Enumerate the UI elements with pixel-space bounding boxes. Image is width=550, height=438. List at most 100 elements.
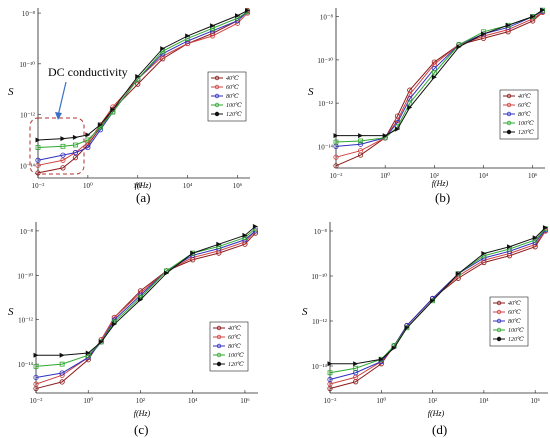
legend-entry: 60℃ xyxy=(518,102,531,109)
legend-entry: 120℃ xyxy=(228,361,244,368)
data-point xyxy=(60,157,66,163)
y-tick-label: 10⁻¹² xyxy=(20,112,35,120)
data-point xyxy=(110,106,116,112)
data-point xyxy=(430,298,436,304)
data-point xyxy=(85,144,91,151)
data-point xyxy=(72,150,79,156)
data-point xyxy=(530,14,536,20)
x-axis-label: f(Hz) xyxy=(428,409,445,418)
data-point xyxy=(394,126,400,132)
panel-label: (b) xyxy=(435,190,450,205)
data-point xyxy=(33,352,39,358)
dc-region-highlight xyxy=(29,117,85,175)
data-point xyxy=(358,133,364,139)
data-point xyxy=(378,356,384,362)
data-point xyxy=(431,70,437,76)
y-tick-label: 10⁻¹⁰ xyxy=(17,272,33,280)
y-tick-label: 10⁻¹² xyxy=(312,318,327,326)
data-point xyxy=(35,170,41,176)
legend-swatch-marker xyxy=(214,84,220,90)
x-tick-label: 10⁴ xyxy=(479,172,489,180)
data-point xyxy=(59,352,65,358)
x-tick-label: 10⁶ xyxy=(240,397,250,405)
x-tick-label: 10⁰ xyxy=(83,182,93,190)
legend: 40℃ 60℃ 80℃ 100℃ 120℃ xyxy=(489,296,529,347)
legend-entry: 40℃ xyxy=(226,75,239,82)
legend-entry: 60℃ xyxy=(228,334,241,341)
data-point xyxy=(35,157,41,163)
chart-panel-a: 10⁻² 10⁰ 10² 10⁴ 10⁶ 10⁻¹⁴ 10⁻¹² 10⁻¹⁰ 10⁻⁸ Sf(Hz… xyxy=(8,7,251,205)
legend: 40℃ 60℃ 80℃ 100℃ 120℃ xyxy=(209,321,249,372)
legend-entry: 80℃ xyxy=(518,111,531,118)
y-tick-label: 10⁻⁸ xyxy=(20,228,34,236)
legend-swatch-marker xyxy=(496,300,502,306)
legend-entry: 120℃ xyxy=(226,111,242,118)
legend-swatch-marker xyxy=(506,129,512,135)
data-point xyxy=(407,100,413,106)
data-point xyxy=(242,232,248,238)
data-point xyxy=(97,122,103,128)
x-tick-label: 10² xyxy=(133,182,142,190)
data-point xyxy=(137,297,143,303)
data-point xyxy=(60,143,66,149)
x-tick-label: 10⁶ xyxy=(233,182,243,190)
y-tick-label: 10⁻¹² xyxy=(18,317,33,325)
data-point xyxy=(98,339,104,345)
panel-label: (a) xyxy=(136,190,150,205)
legend-entry: 120℃ xyxy=(508,336,524,343)
legend-swatch-marker xyxy=(496,327,502,333)
chart-panel-b: 10⁻² 10⁰ 10² 10⁴ 10⁶ 10⁻¹⁴ 10⁻¹² 10⁻¹⁰ 10⁻⁸ Sf(Hz… xyxy=(308,7,546,205)
data-point xyxy=(85,132,91,138)
data-point xyxy=(431,74,437,80)
x-tick-label: 10⁰ xyxy=(380,172,390,180)
x-tick-label: 10² xyxy=(136,397,145,405)
legend-swatch-marker xyxy=(506,111,512,117)
x-tick-label: 10⁻² xyxy=(32,182,45,190)
x-axis-label: f(Hz) xyxy=(432,179,449,188)
legend-entry: 80℃ xyxy=(226,93,239,100)
y-tick-label: 10⁻¹⁰ xyxy=(317,57,333,65)
legend-swatch-marker xyxy=(214,111,220,117)
series-0 xyxy=(333,9,546,169)
legend-entry: 80℃ xyxy=(508,318,521,325)
data-point xyxy=(135,81,141,87)
data-point xyxy=(353,365,359,371)
data-point xyxy=(210,23,216,29)
legend-swatch-marker xyxy=(506,102,512,108)
data-point xyxy=(35,145,41,150)
x-tick-label: 10⁶ xyxy=(530,397,540,405)
data-point xyxy=(358,138,363,144)
annotation-text: DC conductivity xyxy=(48,65,128,79)
data-point xyxy=(185,33,191,39)
legend-swatch-marker xyxy=(216,361,222,367)
legend-entry: 100℃ xyxy=(228,352,244,359)
panel-label: (d) xyxy=(432,422,447,437)
data-point xyxy=(252,223,258,229)
legend-swatch-marker xyxy=(216,325,222,331)
data-point xyxy=(327,361,333,367)
data-point xyxy=(333,154,339,160)
data-point xyxy=(111,321,117,327)
y-tick-label: 10⁻¹² xyxy=(318,100,333,108)
arrow-head-icon xyxy=(55,112,62,120)
data-point xyxy=(33,363,39,369)
data-point xyxy=(507,244,513,250)
legend-swatch-marker xyxy=(216,343,222,349)
data-point xyxy=(60,165,66,171)
x-tick-label: 10⁻² xyxy=(330,172,343,180)
data-point xyxy=(407,104,413,110)
legend-swatch-marker xyxy=(214,75,220,81)
data-point xyxy=(456,44,462,50)
y-axis-label: S xyxy=(8,86,14,98)
series-line xyxy=(335,10,543,147)
legend-entry: 40℃ xyxy=(508,300,521,307)
legend-swatch-marker xyxy=(214,102,220,108)
legend-entry: 40℃ xyxy=(228,325,241,332)
y-axis-label: S xyxy=(8,306,14,318)
data-point xyxy=(455,271,461,277)
data-point xyxy=(357,148,364,154)
legend-entry: 120℃ xyxy=(518,129,534,136)
x-tick-label: 10² xyxy=(428,397,437,405)
legend: 40℃ 60℃ 80℃ 100℃ 120℃ xyxy=(207,71,247,122)
y-tick-label: 10⁻¹⁰ xyxy=(311,273,327,281)
